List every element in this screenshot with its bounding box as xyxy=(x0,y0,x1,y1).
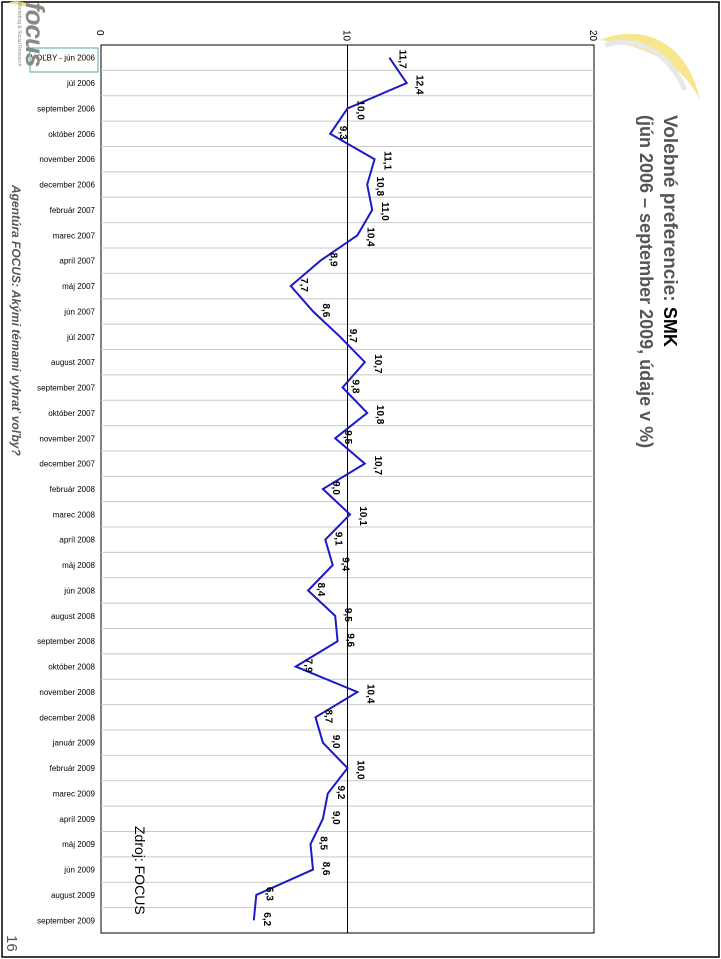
category-labels: VOĽBY - jún 2006 júl 2006 september 2006 ok… xyxy=(31,54,96,926)
data-label: 7,9 xyxy=(303,659,314,673)
category-label: september 2009 xyxy=(37,916,95,925)
data-label: 8,7 xyxy=(322,709,333,723)
category-label: november 2007 xyxy=(39,434,95,443)
category-label: september 2008 xyxy=(37,637,95,646)
category-label: október 2008 xyxy=(48,663,95,672)
logo-text: focus xyxy=(20,2,50,67)
category-label: august 2008 xyxy=(51,612,96,621)
data-label: 10,4 xyxy=(364,227,375,247)
category-label: máj 2008 xyxy=(62,561,95,570)
logo: focus Marketing & Social Research xyxy=(16,2,50,67)
category-label: apríl 2009 xyxy=(59,815,95,824)
category-label: apríl 2008 xyxy=(59,536,95,545)
data-label: 12,4 xyxy=(414,75,425,95)
category-label: február 2008 xyxy=(50,485,96,494)
data-label: 10,8 xyxy=(374,177,385,197)
data-label: 9,6 xyxy=(345,633,356,647)
value-tick-label: 10 xyxy=(341,30,352,42)
data-label: 9,8 xyxy=(350,380,361,394)
category-label: december 2008 xyxy=(39,713,95,722)
category-label: marec 2009 xyxy=(53,789,96,798)
category-label: jún 2007 xyxy=(63,307,95,316)
election-highlight-box xyxy=(29,47,99,73)
category-label: november 2008 xyxy=(39,688,95,697)
category-label: august 2007 xyxy=(51,358,96,367)
category-label: október 2007 xyxy=(48,409,95,418)
category-label: október 2006 xyxy=(48,130,95,139)
category-label: december 2006 xyxy=(39,181,95,190)
source-note: Zdroj: FOCUS xyxy=(132,826,148,915)
title-subtitle: (jún 2006 – september 2009, údaje v %) xyxy=(636,115,656,449)
category-label: november 2006 xyxy=(39,155,95,164)
category-label: júl 2006 xyxy=(66,79,96,88)
title-prefix: Volebné preferencie: xyxy=(659,115,680,307)
category-label: VOĽBY - jún 2006 xyxy=(31,54,96,63)
data-label: 8,5 xyxy=(318,836,329,850)
data-label: 8,9 xyxy=(327,253,338,267)
data-label: 9,0 xyxy=(330,811,341,825)
data-label: 10,4 xyxy=(364,684,375,704)
data-label: 9,7 xyxy=(347,329,358,343)
value-tick-label: 20 xyxy=(587,30,598,42)
data-label: 9,2 xyxy=(335,785,346,799)
data-label: 8,6 xyxy=(320,862,331,876)
category-label: august 2009 xyxy=(51,891,96,900)
category-label: september 2006 xyxy=(37,104,95,113)
data-label: 9,4 xyxy=(340,557,351,571)
data-label: 9,3 xyxy=(337,126,348,140)
category-label: máj 2007 xyxy=(62,282,95,291)
data-label: 9,0 xyxy=(330,481,341,495)
data-label: 10,0 xyxy=(355,760,366,780)
category-label: september 2007 xyxy=(37,384,95,393)
title-party: SMK xyxy=(660,306,680,347)
category-label: január 2009 xyxy=(52,739,96,748)
category-label: júl 2007 xyxy=(66,333,96,342)
category-label: máj 2009 xyxy=(62,840,95,849)
category-label: február 2009 xyxy=(50,764,96,773)
category-label: február 2007 xyxy=(50,206,96,215)
data-label: 6,3 xyxy=(263,887,274,901)
category-label: jún 2009 xyxy=(63,866,95,875)
page-number: 16 xyxy=(3,935,20,952)
category-label: marec 2007 xyxy=(53,231,96,240)
value-tick-labels: 0 10 20 xyxy=(94,30,598,42)
category-label: jún 2008 xyxy=(63,586,95,595)
logo-swoosh xyxy=(8,1,42,12)
data-label: 7,7 xyxy=(298,278,309,292)
data-label: 9,5 xyxy=(342,430,353,444)
data-label: 8,6 xyxy=(320,303,331,317)
category-label: apríl 2007 xyxy=(59,257,95,266)
data-label: 9,1 xyxy=(332,532,343,546)
data-label: 11,0 xyxy=(379,202,390,221)
data-label: 10,7 xyxy=(372,456,383,476)
side-caption: Agentúra FOCUS: Akými témami vyhrať voľb… xyxy=(9,185,23,456)
series-line xyxy=(252,57,409,921)
data-label: 11,7 xyxy=(396,50,407,69)
data-label: 11,1 xyxy=(382,151,393,170)
data-label: 6,2 xyxy=(261,912,272,926)
category-label: december 2007 xyxy=(39,460,95,469)
value-tick-label: 0 xyxy=(94,30,105,36)
data-labels: 11,7 12,4 10,0 9,3 11,1 10,8 11,0 10,4 8,9 7,7 8,6… xyxy=(261,50,425,927)
category-label: marec 2008 xyxy=(53,510,96,519)
decorative-swoosh-gray xyxy=(604,39,688,91)
chart-title: Volebné preferencie: SMK (jún 2006 – sep… xyxy=(635,115,680,448)
data-label: 10,7 xyxy=(372,354,383,374)
data-label: 10,0 xyxy=(355,100,366,120)
logo-tagline: Marketing & Social Research xyxy=(16,2,22,67)
data-label: 10,8 xyxy=(374,405,385,425)
data-label: 10,1 xyxy=(357,506,368,526)
data-label: 9,5 xyxy=(342,608,353,622)
data-label: 8,4 xyxy=(315,582,326,596)
data-label: 9,0 xyxy=(330,735,341,749)
